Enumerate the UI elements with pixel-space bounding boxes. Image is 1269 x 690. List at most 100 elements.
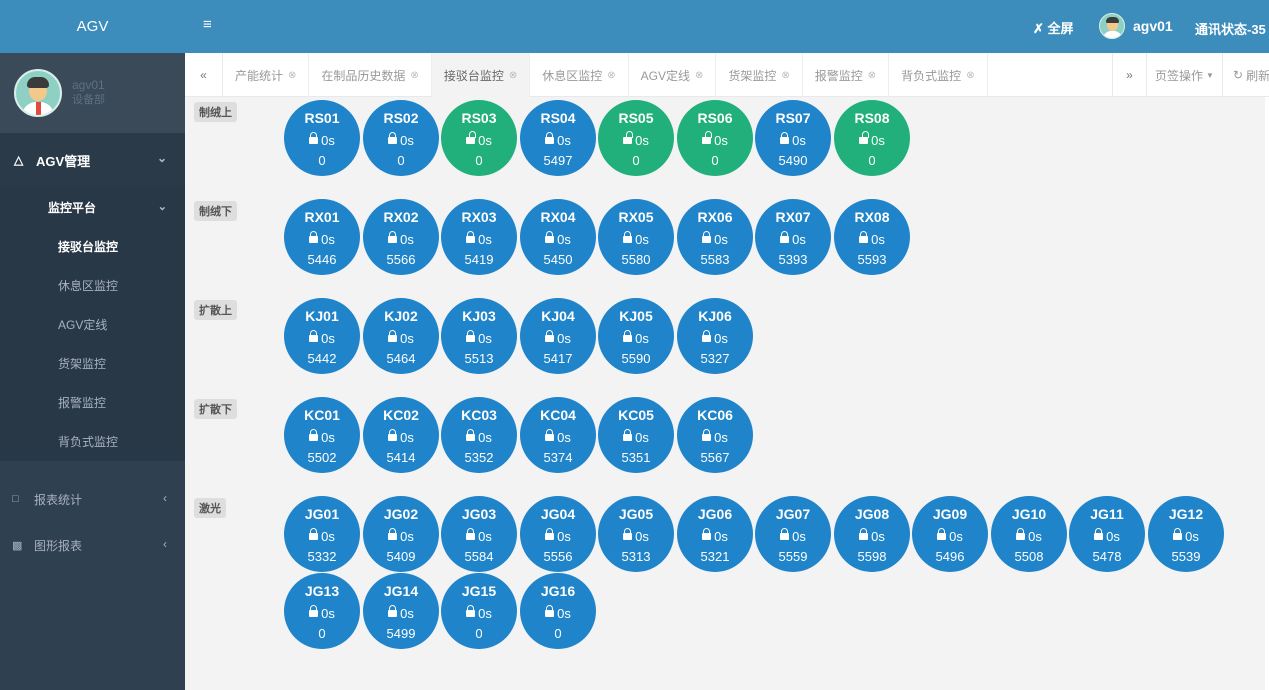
menu-toggle-icon[interactable]: ≡ [203, 16, 212, 33]
station-node[interactable]: KC03 0s 5352 [441, 397, 517, 473]
close-icon[interactable]: ⊗ [508, 69, 518, 81]
station-node[interactable]: RS08 0s 0 [834, 100, 910, 176]
close-icon[interactable]: ⊗ [694, 69, 704, 81]
station-node[interactable]: JG03 0s 5584 [441, 496, 517, 572]
avatar[interactable] [14, 69, 62, 117]
station-node[interactable]: KJ04 0s 5417 [520, 298, 596, 374]
tab-scroll-left-button[interactable]: « [185, 53, 223, 97]
tab-item[interactable]: 接驳台监控 ⊗ [431, 53, 531, 97]
station-node[interactable]: KC04 0s 5374 [520, 397, 596, 473]
station-node[interactable]: RX06 0s 5583 [677, 199, 753, 275]
close-icon[interactable]: ⊗ [288, 69, 297, 81]
double-chevron-right-icon: » [1126, 68, 1133, 82]
tab-item[interactable]: 货架监控 ⊗ [716, 53, 803, 97]
sidebar-item-shelf-monitor[interactable]: 货架监控 [58, 357, 107, 371]
close-icon[interactable]: ⊗ [781, 69, 790, 81]
sidebar-item-dock-monitor[interactable]: 接驳台监控 [58, 240, 119, 254]
station-timer: 0s [284, 429, 360, 445]
station-node[interactable]: KC01 0s 5502 [284, 397, 360, 473]
station-id: JG14 [383, 583, 419, 599]
tab-item[interactable]: 休息区监控 ⊗ [530, 53, 629, 97]
station-node[interactable]: JG01 0s 5332 [284, 496, 360, 572]
station-node[interactable]: JG11 0s 5478 [1069, 496, 1145, 572]
lock-icon [545, 330, 555, 343]
station-node[interactable]: KJ01 0s 5442 [284, 298, 360, 374]
station-value: 0 [475, 153, 483, 168]
refresh-button[interactable]: ↻ 刷新 [1222, 53, 1269, 97]
station-value: 0 [632, 153, 640, 168]
station-node[interactable]: JG08 0s 5598 [834, 496, 910, 572]
station-node[interactable]: KC02 0s 5414 [363, 397, 439, 473]
station-node[interactable]: RS02 0s 0 [363, 100, 439, 176]
user-profile: agv01 设备部 [0, 53, 185, 133]
close-icon[interactable]: ⊗ [966, 69, 975, 81]
tab-item[interactable]: 在制品历史数据 ⊗ [309, 53, 432, 97]
tab-item[interactable]: 报警监控 ⊗ [803, 53, 890, 97]
sidebar-item-agv-route[interactable]: AGV定线 [58, 318, 108, 332]
station-node[interactable]: RS03 0s 0 [441, 100, 517, 176]
station-value: 5513 [464, 351, 494, 366]
station-node[interactable]: JG12 0s 5539 [1148, 496, 1224, 572]
station-node[interactable]: KC06 0s 5567 [677, 397, 753, 473]
station-node[interactable]: KJ05 0s 5590 [598, 298, 674, 374]
station-timer: 0s [677, 528, 753, 544]
tab-operations-dropdown[interactable]: 页签操作 ▼ [1146, 53, 1222, 97]
station-node[interactable]: RS06 0s 0 [677, 100, 753, 176]
station-node[interactable]: RS01 0s 0 [284, 100, 360, 176]
station-node[interactable]: JG16 0s 0 [520, 573, 596, 649]
station-node[interactable]: JG02 0s 5409 [363, 496, 439, 572]
sidebar-group-reports[interactable]: □ 报表统计 ‹ [0, 476, 185, 522]
station-node[interactable]: KJ03 0s 5513 [441, 298, 517, 374]
sidebar-item-rest-area-monitor[interactable]: 休息区监控 [58, 279, 119, 293]
station-node[interactable]: KJ06 0s 5327 [677, 298, 753, 374]
station-node[interactable]: RX07 0s 5393 [755, 199, 831, 275]
sidebar-group-agv-management[interactable]: △ AGV管理 ⌄ [0, 133, 185, 187]
tab-item[interactable]: 产能统计 ⊗ [223, 53, 310, 97]
sidebar-group-label: 报表统计 [34, 492, 83, 507]
station-node[interactable]: JG06 0s 5321 [677, 496, 753, 572]
close-icon[interactable]: ⊗ [410, 69, 419, 81]
sidebar-subgroup-monitor-platform[interactable]: 监控平台 ⌄ [0, 187, 185, 227]
close-icon[interactable]: ⊗ [867, 69, 877, 81]
tab-scroll-right-button[interactable]: » [1112, 53, 1146, 97]
station-node[interactable]: RX05 0s 5580 [598, 199, 674, 275]
station-node[interactable]: JG15 0s 0 [441, 573, 517, 649]
station-node[interactable]: JG07 0s 5559 [755, 496, 831, 572]
station-node[interactable]: KC05 0s 5351 [598, 397, 674, 473]
station-id: RS04 [540, 110, 576, 126]
station-time: 0s [478, 430, 492, 445]
station-timer: 0s [441, 231, 517, 247]
lock-icon [466, 231, 476, 244]
station-timer: 0s [912, 528, 988, 544]
sidebar-group-graph-reports[interactable]: ▩ 图形报表 ‹ [0, 522, 185, 568]
station-node[interactable]: KJ02 0s 5464 [363, 298, 439, 374]
lock-icon [623, 330, 633, 343]
station-node[interactable]: RS05 0s 0 [598, 100, 674, 176]
station-node[interactable]: RS07 0s 5490 [755, 100, 831, 176]
fullscreen-button[interactable]: ✗ 全屏 [1033, 18, 1074, 37]
station-node[interactable]: RX04 0s 5450 [520, 199, 596, 275]
header-avatar[interactable] [1099, 13, 1125, 39]
tab-item[interactable]: AGV定线 ⊗ [629, 53, 717, 97]
sidebar-item-backpack-monitor[interactable]: 背负式监控 [58, 435, 119, 449]
station-node[interactable]: RX08 0s 5593 [834, 199, 910, 275]
station-id: RX04 [540, 209, 576, 225]
station-node[interactable]: JG10 0s 5508 [991, 496, 1067, 572]
station-node[interactable]: RX01 0s 5446 [284, 199, 360, 275]
station-value: 0 [475, 626, 483, 641]
station-node[interactable]: JG09 0s 5496 [912, 496, 988, 572]
station-node[interactable]: JG04 0s 5556 [520, 496, 596, 572]
header-username[interactable]: agv01 [1133, 18, 1173, 34]
close-icon[interactable]: ⊗ [607, 69, 616, 81]
station-value: 5419 [464, 252, 494, 267]
tab-item[interactable]: 背负式监控 ⊗ [889, 53, 988, 97]
tab-label: 休息区监控 [542, 68, 603, 83]
station-node[interactable]: JG14 0s 5499 [363, 573, 439, 649]
station-node[interactable]: RS04 0s 5497 [520, 100, 596, 176]
station-node[interactable]: JG13 0s 0 [284, 573, 360, 649]
station-node[interactable]: JG05 0s 5313 [598, 496, 674, 572]
sidebar-item-alarm-monitor[interactable]: 报警监控 [58, 396, 107, 410]
station-node[interactable]: RX03 0s 5419 [441, 199, 517, 275]
station-node[interactable]: RX02 0s 5566 [363, 199, 439, 275]
station-id: RX08 [854, 209, 890, 225]
